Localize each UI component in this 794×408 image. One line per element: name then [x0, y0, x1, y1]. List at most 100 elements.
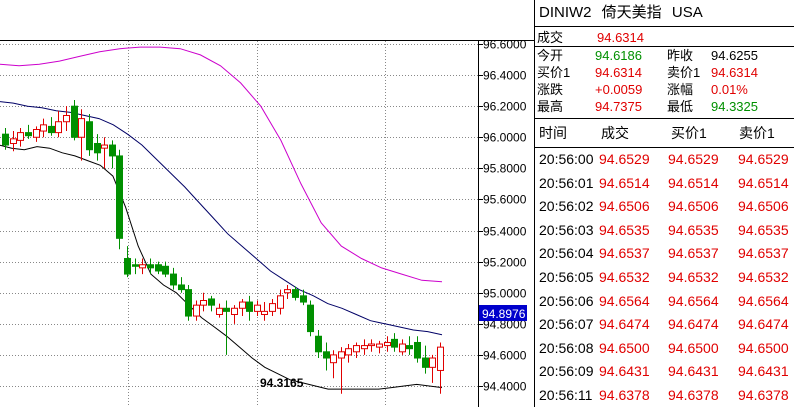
candle [147, 258, 154, 275]
col-bid: 买价1 [671, 125, 707, 141]
tick-time: 20:56:01 [539, 174, 594, 191]
tick-last: 94.6529 [599, 151, 650, 167]
candle [391, 333, 398, 352]
open-value: 94.6186 [595, 48, 642, 63]
market-code: USA [671, 4, 703, 21]
candle [422, 345, 429, 374]
quote-panel: DINIW2 倚天美指 USA 成交 94.6314 今开 94.6186 昨收… [534, 0, 794, 407]
tick-bid: 94.6431 [668, 363, 719, 380]
tick-bid: 94.6564 [668, 292, 719, 309]
candle [284, 284, 291, 299]
candle [178, 277, 185, 293]
candle-body-up [338, 351, 345, 359]
y-tick-label: 95.8000 [483, 162, 527, 176]
tick-row[interactable]: 20:56:11 94.6378 94.6378 94.6378 [535, 384, 794, 408]
candle-body-down [48, 125, 55, 134]
candle [384, 336, 391, 352]
candle [124, 246, 131, 278]
change-row: 涨跌 +0.0059 涨幅 0.01% [535, 81, 794, 98]
candle [17, 127, 24, 147]
candle-body-down [223, 307, 230, 312]
candle [170, 267, 177, 290]
candle-body-down [124, 258, 131, 275]
candle [406, 336, 413, 355]
candle [223, 300, 230, 355]
candle [48, 117, 55, 136]
price-axis: 96.6000 96.4000 96.2000 96.0000 95.8000 95.60… [478, 38, 527, 394]
tick-row[interactable]: 20:56:04 94.6537 94.6537 94.6537 [535, 242, 794, 266]
tick-row[interactable]: 20:56:06 94.6564 94.6564 94.6564 [535, 290, 794, 314]
tick-row[interactable]: 20:56:02 94.6506 94.6506 94.6506 [535, 195, 794, 219]
tick-time: 20:56:03 [539, 221, 594, 238]
y-tick-label: 96.4000 [483, 69, 527, 83]
grid-layer [0, 40, 534, 407]
tick-table[interactable]: 20:56:00 94.6529 94.6529 94.6529 20:56:01 94.… [535, 148, 794, 408]
tick-ask: 94.6431 [738, 363, 789, 380]
candle-body-down [170, 273, 177, 286]
candle [330, 350, 337, 379]
tick-row[interactable]: 20:56:05 94.6532 94.6532 94.6532 [535, 266, 794, 290]
ask-label: 卖价1 [667, 65, 701, 80]
tick-ask: 94.6537 [738, 245, 789, 262]
candle-layer [2, 99, 444, 394]
quote-title-bar: DINIW2 倚天美指 USA [535, 0, 794, 27]
candle-body-down [185, 289, 192, 317]
candle [353, 342, 360, 359]
candle [63, 106, 70, 132]
candle-body-up [139, 264, 146, 269]
tick-row[interactable]: 20:56:08 94.6500 94.6500 94.6500 [535, 337, 794, 361]
tick-bid: 94.6378 [668, 386, 719, 403]
tick-time: 20:56:07 [539, 316, 594, 333]
candle [323, 342, 330, 371]
tick-row[interactable]: 20:56:00 94.6529 94.6529 94.6529 [535, 148, 794, 172]
candle-body-up [101, 144, 108, 149]
candle-body-up [231, 307, 238, 315]
candle [300, 289, 307, 306]
tick-last: 94.6378 [599, 386, 650, 403]
col-time: 时间 [539, 125, 567, 141]
candlestick-chart[interactable]: 96.6000 96.4000 96.2000 96.0000 95.8000 95.60… [0, 0, 534, 407]
tick-row[interactable]: 20:56:09 94.6431 94.6431 94.6431 [535, 360, 794, 384]
tick-time: 20:56:09 [539, 363, 594, 380]
change-label: 涨跌 [537, 82, 564, 97]
y-tick-label: 95.6000 [483, 193, 527, 207]
tick-ask: 94.6500 [738, 339, 789, 356]
candle [437, 342, 444, 394]
col-last: 成交 [601, 125, 629, 141]
tick-bid: 94.6535 [668, 221, 719, 238]
tick-last: 94.6532 [599, 268, 650, 285]
candle [307, 300, 314, 337]
y-tick-label: 94.6000 [483, 349, 527, 363]
candle-body-down [292, 289, 299, 298]
candle [162, 261, 169, 278]
candle [33, 126, 40, 142]
candle-body-down [391, 338, 398, 348]
divider [535, 46, 794, 47]
symbol-name: 倚天美指 [601, 4, 662, 21]
candle-body-up [254, 304, 261, 312]
tick-last: 94.6474 [599, 316, 650, 333]
candle-body-up [399, 343, 406, 353]
ask-value: 94.6314 [711, 65, 758, 80]
tick-ask: 94.6532 [738, 268, 789, 285]
chart-panel[interactable]: 96.6000 96.4000 96.2000 96.0000 95.8000 95.60… [0, 0, 534, 407]
tick-ask: 94.6506 [738, 198, 789, 215]
lower-band-line [0, 144, 443, 390]
y-tick-label: 95.4000 [483, 225, 527, 239]
tick-last: 94.6506 [599, 198, 650, 215]
low-value: 94.3325 [711, 99, 758, 114]
candle [40, 118, 47, 138]
candle-body-up [429, 357, 436, 368]
candle-body-down [25, 132, 32, 137]
divider [535, 118, 794, 119]
candle-body-up [376, 343, 383, 348]
candle [269, 298, 276, 317]
candle-body-down [315, 335, 322, 353]
tick-row[interactable]: 20:56:07 94.6474 94.6474 94.6474 [535, 313, 794, 337]
candle [10, 131, 17, 152]
candle-body-up [17, 132, 24, 141]
change-pct-value: 0.01% [711, 82, 748, 97]
candle [399, 339, 406, 355]
tick-row[interactable]: 20:56:03 94.6535 94.6535 94.6535 [535, 219, 794, 243]
tick-row[interactable]: 20:56:01 94.6514 94.6514 94.6514 [535, 172, 794, 196]
